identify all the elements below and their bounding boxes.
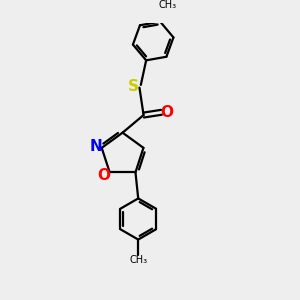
Text: CH₃: CH₃: [129, 255, 147, 265]
Text: O: O: [97, 168, 110, 183]
Text: CH₃: CH₃: [158, 0, 176, 10]
Text: O: O: [160, 105, 173, 120]
Text: S: S: [128, 79, 139, 94]
Text: N: N: [89, 139, 102, 154]
